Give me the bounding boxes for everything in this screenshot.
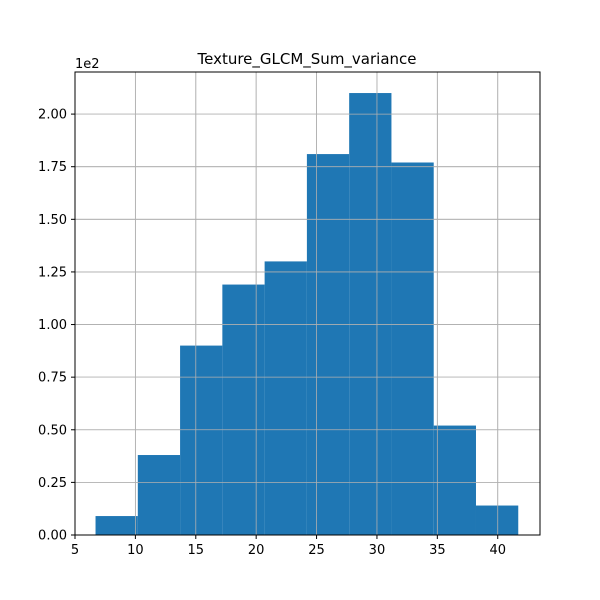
histogram-bar [264, 261, 307, 535]
y-tick-label: 1.25 [38, 265, 67, 280]
x-tick-label: 5 [71, 543, 79, 558]
y-tick-label: 0.75 [38, 371, 67, 386]
chart-title: Texture_GLCM_Sum_variance [196, 50, 416, 69]
y-tick-label: 1.00 [38, 318, 67, 333]
histogram-bar [306, 154, 350, 535]
x-tick-label: 10 [127, 543, 144, 558]
histogram-bar [222, 284, 265, 535]
x-tick-label: 15 [188, 543, 205, 558]
plot-frame [74, 71, 541, 536]
x-tick-label: 40 [489, 543, 506, 558]
axis-ticks: 5 10 15 20 25 30 35 40 0.00 0.25 0.50 0.75 1.00 1.25 1… [38, 108, 506, 558]
y-axis-offset-label: 1e2 [75, 57, 100, 72]
x-tick-label: 30 [369, 543, 386, 558]
histogram-bar [95, 516, 138, 535]
histogram-bar [349, 93, 392, 535]
y-tick-label: 0.00 [38, 529, 67, 544]
axes-frame [74, 71, 541, 536]
y-tick-label: 1.75 [38, 160, 67, 175]
bars-layer [74, 72, 540, 536]
y-tick-label: 1.50 [38, 213, 67, 228]
x-tick-label: 35 [429, 543, 446, 558]
x-tick-label: 20 [248, 543, 265, 558]
histogram-bar [391, 162, 434, 535]
histogram-bar [137, 455, 181, 535]
histogram-bar [475, 505, 519, 535]
y-tick-label: 0.50 [38, 423, 67, 438]
histogram-bar [180, 345, 223, 535]
y-tick-label: 2.00 [38, 108, 67, 123]
y-tick-label: 0.25 [38, 476, 67, 491]
x-tick-label: 25 [308, 543, 325, 558]
histogram-bar [433, 425, 476, 535]
